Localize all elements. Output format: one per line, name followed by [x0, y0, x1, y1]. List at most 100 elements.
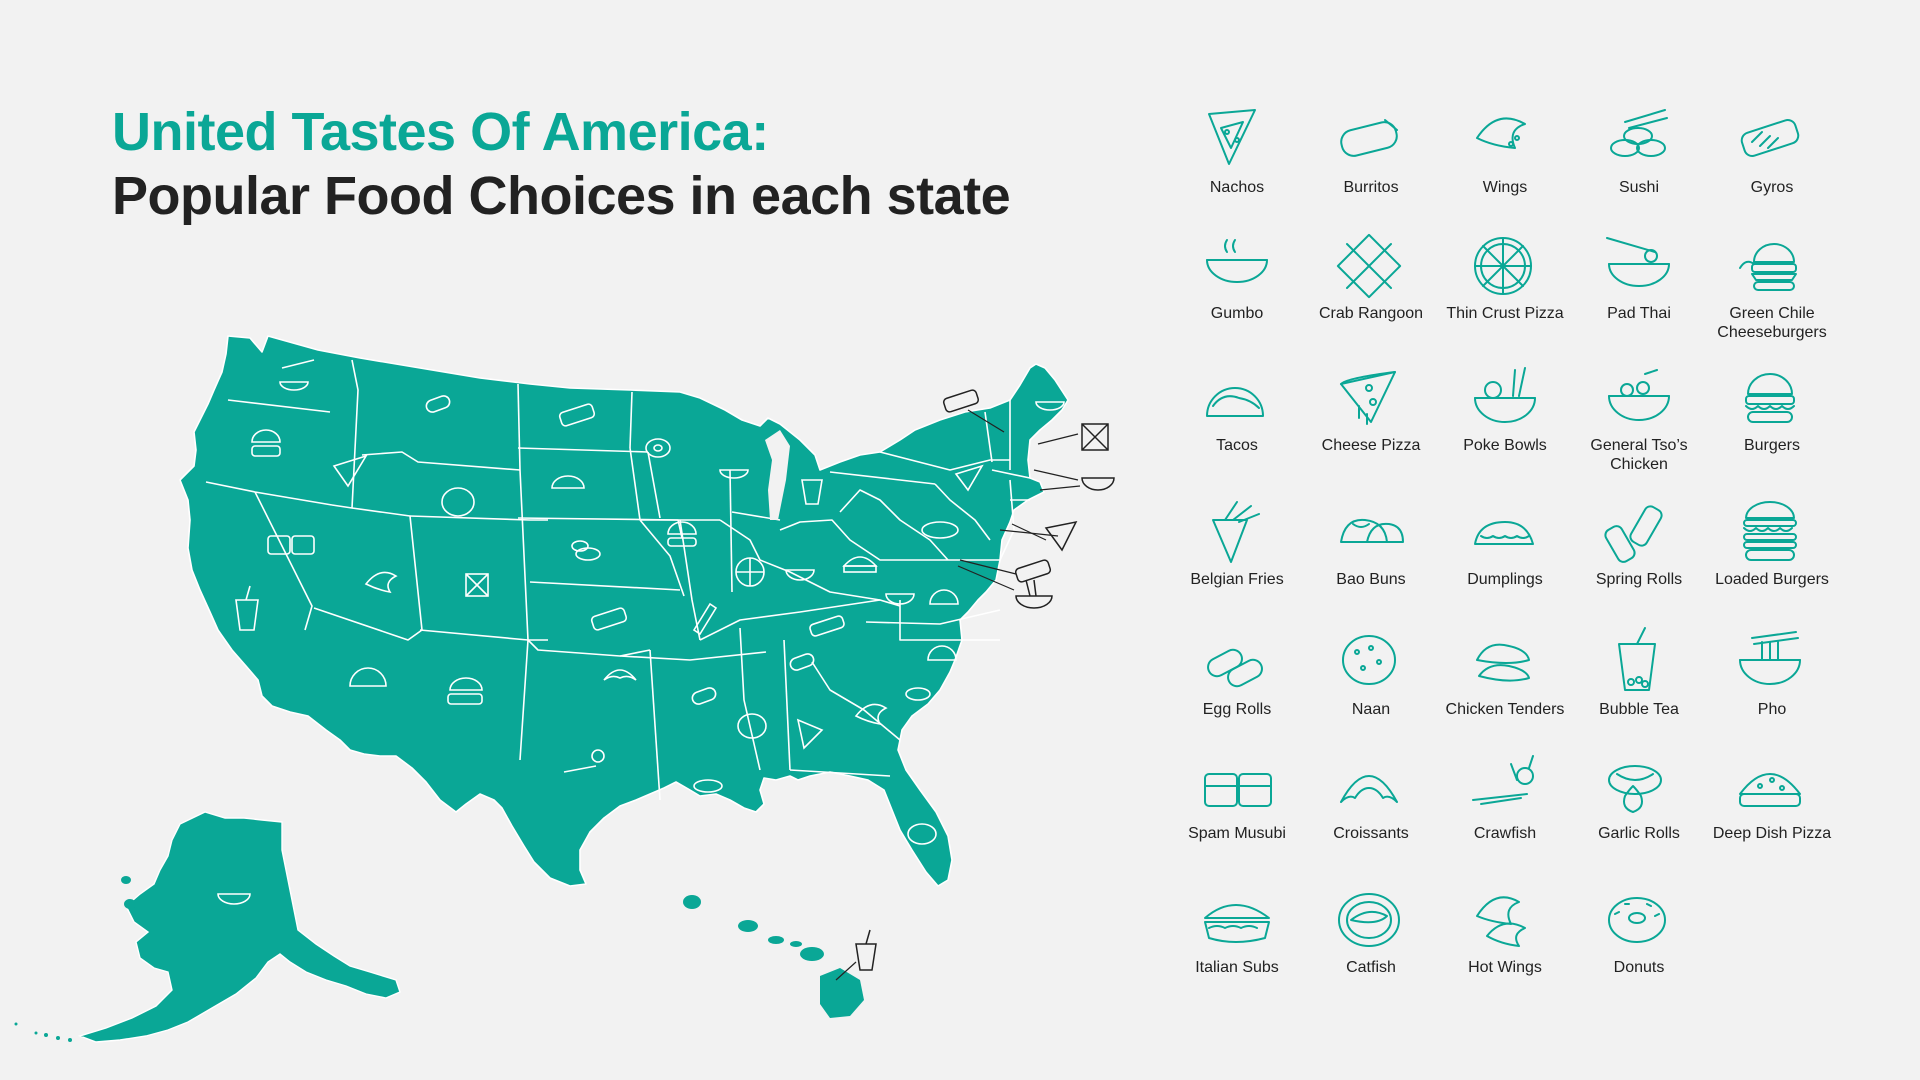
- legend-label: Loaded Burgers: [1715, 571, 1829, 588]
- ga-wings-icon: [854, 703, 888, 726]
- nh-crab-rangoon-callout: [1081, 423, 1109, 451]
- ks-gyro-icon: [590, 607, 628, 631]
- de-pho-callout: [1015, 579, 1053, 609]
- legend-label: Burgers: [1743, 437, 1801, 454]
- ne-sushi-icon: [571, 540, 601, 561]
- ok-croissant-icon: [603, 669, 637, 681]
- wy-naan-icon: [441, 487, 475, 517]
- md-gyro-callout: [1014, 559, 1052, 583]
- legend-label: Burritos: [1343, 179, 1399, 196]
- pho-icon: [1739, 631, 1801, 685]
- legend-item: Green Chile Cheeseburgers: [1705, 226, 1839, 342]
- sc-sushi-icon: [905, 687, 931, 701]
- gyro-icon: [1740, 119, 1800, 157]
- legend-label: Garlic Rolls: [1598, 825, 1680, 842]
- alaska-shape: [77, 811, 401, 1043]
- thin-pizza-icon: [1474, 237, 1532, 295]
- legend-label: Naan: [1351, 701, 1391, 718]
- nachos-icon: [1208, 109, 1256, 165]
- legend-item: Spring Rolls: [1572, 492, 1706, 589]
- state-icons: [217, 359, 1065, 905]
- page-subtitle: Popular Food Choices in each state: [112, 166, 1011, 226]
- hot-wings-icon: [1476, 896, 1526, 947]
- food-legend: Nachos Burritos Wings Sushi Gyros Gumbo Crab R…: [1170, 100, 1840, 1000]
- legend-label: Spam Musubi: [1188, 825, 1286, 842]
- wi-pad-thai-icon: [719, 469, 749, 479]
- croissant-icon: [1340, 775, 1398, 803]
- legend-item: Gumbo: [1170, 226, 1304, 323]
- callout-icons: [855, 389, 1115, 971]
- spring-roll-icon: [1604, 505, 1663, 563]
- egg-roll-icon: [1207, 648, 1263, 688]
- us-map: [14, 335, 1115, 1043]
- legend-item: Pad Thai: [1572, 226, 1706, 323]
- state-borders: [205, 359, 1031, 801]
- legend-label: Hot Wings: [1468, 959, 1542, 976]
- legend-item: Naan: [1304, 622, 1438, 719]
- mn-donut-icon: [645, 438, 671, 458]
- legend-item: Loaded Burgers: [1705, 492, 1839, 589]
- legend-label: Deep Dish Pizza: [1712, 825, 1832, 842]
- general-tso-icon: [1608, 369, 1670, 421]
- legend-label: Croissants: [1333, 825, 1409, 842]
- legend-label: Egg Rolls: [1202, 701, 1272, 718]
- legend-item: Bubble Tea: [1572, 622, 1706, 719]
- poke-bowl-icon: [1474, 367, 1536, 423]
- legend-label: Green Chile Cheeseburgers: [1717, 305, 1827, 341]
- legend-item: Chicken Tenders: [1438, 622, 1572, 719]
- fries-icon: [1212, 501, 1260, 563]
- ky-gyro-icon: [809, 615, 845, 637]
- legend-label: Thin Crust Pizza: [1446, 305, 1564, 322]
- deep-dish-icon: [1739, 773, 1801, 807]
- legend-item: General Tso’s Chicken: [1572, 358, 1706, 474]
- al-nachos-icon: [796, 718, 824, 750]
- legend-item: Wings: [1438, 100, 1572, 197]
- legend-item: Donuts: [1572, 880, 1706, 977]
- sushi-icon: [1610, 109, 1668, 157]
- spam-musubi-icon: [1204, 773, 1272, 807]
- legend-item: Pho: [1705, 622, 1839, 719]
- ak-gumbo-icon: [217, 893, 251, 905]
- mi-bubble-tea-icon: [801, 479, 823, 505]
- bao-icon: [1340, 518, 1404, 543]
- ut-wings-icon: [364, 571, 398, 594]
- legend-item: Crawfish: [1438, 746, 1572, 843]
- legend-label: Pad Thai: [1607, 305, 1671, 322]
- or-burger-icon: [251, 429, 281, 457]
- legend-label: Italian Subs: [1195, 959, 1279, 976]
- burrito-icon: [1340, 119, 1398, 157]
- legend-label: Wings: [1482, 179, 1528, 196]
- legend-label: Crawfish: [1473, 825, 1537, 842]
- legend-item: Belgian Fries: [1170, 492, 1304, 589]
- sd-dumpling-icon: [551, 475, 585, 489]
- bubble-tea-icon: [1618, 627, 1656, 691]
- oh-deep-dish-icon: [842, 556, 878, 573]
- legend-label: Donuts: [1613, 959, 1665, 976]
- legend-item: Italian Subs: [1170, 880, 1304, 977]
- legend-item: Tacos: [1170, 358, 1304, 455]
- ny-cheese-pizza-icon: [954, 464, 984, 492]
- hawaii-shape: [683, 895, 864, 1018]
- mt-egg-roll-icon: [425, 395, 451, 413]
- legend-item: Burgers: [1705, 358, 1839, 455]
- la-sushi-icon: [693, 779, 723, 793]
- legend-label: Chicken Tenders: [1445, 701, 1565, 718]
- legend-item: Garlic Rolls: [1572, 746, 1706, 843]
- legend-label: Nachos: [1209, 179, 1265, 196]
- pad-thai-icon: [1606, 237, 1670, 287]
- legend-item: Catfish: [1304, 880, 1438, 977]
- donut-icon: [1608, 897, 1666, 943]
- in-poke-bowl-icon: [785, 569, 815, 581]
- legend-item: Egg Rolls: [1170, 622, 1304, 719]
- nd-gyro-icon: [558, 403, 596, 427]
- pa-sub-icon: [921, 521, 959, 539]
- legend-label: Spring Rolls: [1595, 571, 1683, 588]
- nj-cheese-pizza-callout: [1044, 520, 1078, 552]
- fl-garlic-roll-icon: [907, 823, 937, 845]
- tn-egg-roll-icon: [789, 653, 815, 671]
- legend-item: Deep Dish Pizza: [1705, 746, 1839, 843]
- legend-label: Cheese Pizza: [1321, 437, 1421, 454]
- cheeseburger-icon: [1739, 243, 1797, 291]
- crawfish-icon: [1472, 755, 1534, 805]
- legend-item: Gyros: [1705, 100, 1839, 197]
